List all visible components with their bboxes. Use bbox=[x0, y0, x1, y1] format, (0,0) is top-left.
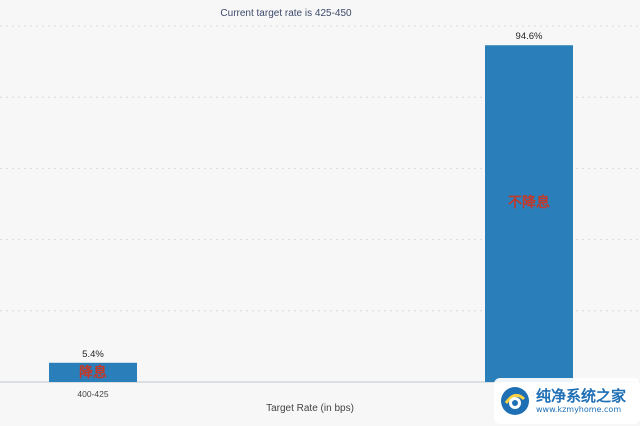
watermark-url: www.kzmyhome.com bbox=[536, 404, 622, 414]
watermark-logo-icon bbox=[501, 387, 529, 415]
bar-annotation: 降息 bbox=[79, 364, 107, 380]
data-label: 94.6% bbox=[516, 31, 543, 42]
bar-425-450 bbox=[485, 45, 573, 382]
gridlines bbox=[0, 25, 640, 312]
watermark: 纯净系统之家 www.kzmyhome.com bbox=[494, 378, 640, 424]
bar-400-425 bbox=[49, 362, 137, 382]
watermark-title: 纯净系统之家 bbox=[536, 386, 627, 405]
x-tick-label: 400-425 bbox=[77, 389, 108, 399]
chart-subtitle: Current target rate is 425-450 bbox=[220, 8, 352, 19]
x-axis-label: Target Rate (in bps) bbox=[266, 403, 354, 414]
data-label: 5.4% bbox=[82, 349, 104, 360]
bar-annotation: 不降息 bbox=[508, 194, 550, 210]
